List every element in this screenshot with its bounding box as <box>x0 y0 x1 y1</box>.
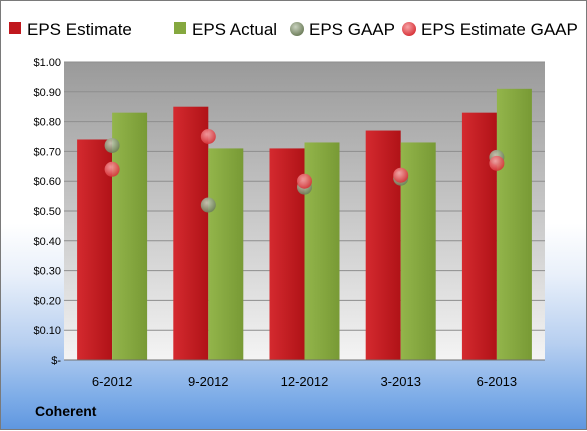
marker-eps-gaap <box>200 197 216 213</box>
bar-eps-actual <box>496 88 532 360</box>
bar-eps-estimate <box>77 139 113 360</box>
bar-eps-actual <box>112 112 148 360</box>
legend-swatch-eps-estimate <box>9 22 21 34</box>
x-tick-label: 9-2012 <box>188 374 228 389</box>
legend-swatch-eps-actual <box>174 22 186 34</box>
x-tick-label: 6-2013 <box>477 374 517 389</box>
y-tick-label: $0.50 <box>33 206 61 218</box>
y-tick-label: $- <box>51 355 61 367</box>
y-tick-label: $0.60 <box>33 176 61 188</box>
legend-label-eps-estimate: EPS Estimate <box>27 20 132 39</box>
y-tick-label: $0.80 <box>33 117 61 129</box>
bar-eps-actual <box>304 142 340 360</box>
bar-eps-actual <box>208 148 244 360</box>
legend-swatch-eps-gaap <box>290 22 304 36</box>
legend: EPS Estimate EPS Actual EPS GAAP EPS Est… <box>9 20 578 39</box>
y-tick-label: $0.10 <box>33 325 61 337</box>
bar-eps-estimate <box>365 130 401 360</box>
marker-eps-gaap <box>104 137 120 153</box>
markers <box>104 129 505 213</box>
y-axis-labels: $- $0.10 $0.20 $0.30 $0.40 $0.50 $0.60 $0.70 $0.… <box>33 57 61 367</box>
legend-swatch-eps-estimate-gaap <box>402 22 416 36</box>
marker-eps-estimate-gaap <box>200 129 216 144</box>
y-tick-label: $0.20 <box>33 295 61 307</box>
bar-eps-estimate <box>173 106 209 360</box>
y-tick-label: $1.00 <box>33 57 61 69</box>
x-axis-labels: 6-2012 9-2012 12-2012 3-2013 6-2013 <box>92 374 517 389</box>
y-tick-label: $0.90 <box>33 87 61 99</box>
y-tick-label: $0.40 <box>33 236 61 248</box>
company-name: Coherent <box>35 403 97 419</box>
legend-label-eps-estimate-gaap: EPS Estimate GAAP <box>421 20 578 39</box>
bars <box>77 88 532 360</box>
x-tick-label: 3-2013 <box>380 374 420 389</box>
legend-label-eps-gaap: EPS GAAP <box>309 20 395 39</box>
marker-eps-estimate-gaap <box>393 167 409 183</box>
y-tick-label: $0.30 <box>33 266 61 278</box>
marker-eps-estimate-gaap <box>297 173 312 189</box>
legend-label-eps-actual: EPS Actual <box>192 20 277 39</box>
x-tick-label: 12-2012 <box>281 374 329 389</box>
marker-eps-estimate-gaap <box>104 161 120 177</box>
bar-eps-estimate <box>461 112 497 360</box>
y-tick-label: $0.70 <box>33 146 61 158</box>
x-tick-label: 6-2012 <box>92 374 132 389</box>
marker-eps-estimate-gaap <box>489 155 505 171</box>
